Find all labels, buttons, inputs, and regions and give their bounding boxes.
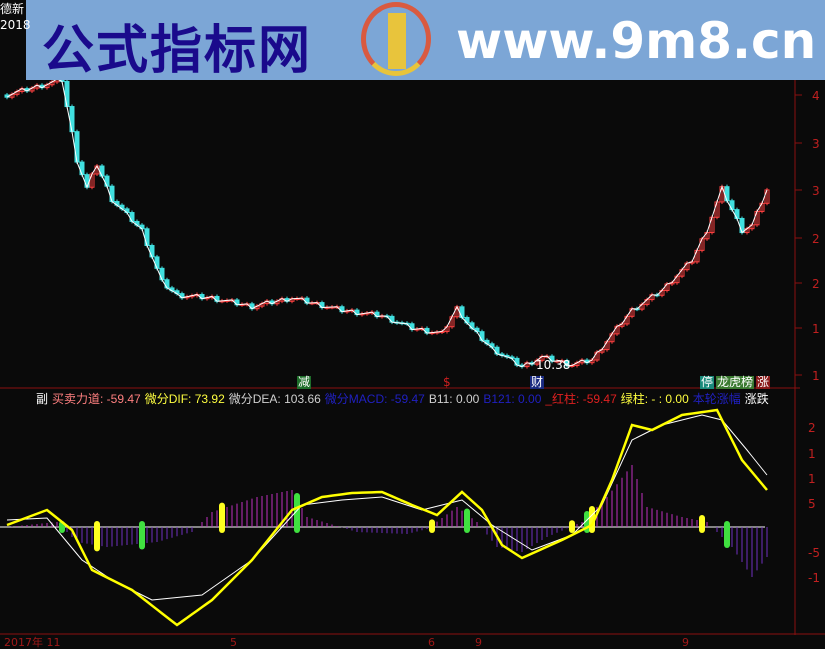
candle-down	[69, 106, 75, 133]
candle-down	[739, 217, 745, 234]
signal-marker	[724, 521, 730, 548]
price-tick-label: 3	[812, 184, 820, 198]
candle-down	[494, 346, 500, 355]
candle-down	[159, 267, 165, 281]
indicator-label: 绿柱: - : 0.00	[620, 392, 689, 406]
candle-down	[64, 80, 70, 108]
signal-marker	[294, 493, 300, 533]
event-tag[interactable]: 涨	[756, 375, 771, 389]
dea-line	[6, 414, 768, 601]
indicator-tick-label: -1	[808, 571, 820, 585]
candle-down	[109, 185, 115, 203]
signal-marker	[94, 521, 100, 552]
indicator-label: 涨跌	[744, 392, 769, 406]
candle-down	[104, 175, 110, 187]
stock-name: 德新	[0, 2, 25, 16]
candle-down	[149, 244, 155, 258]
date-tick-label: 5	[230, 636, 237, 649]
candle-down	[154, 256, 160, 269]
candle-down	[459, 306, 465, 318]
candle-down	[514, 357, 520, 366]
event-tag[interactable]: $	[443, 375, 451, 389]
low-price-marker: 10.38	[536, 358, 571, 372]
candle-down	[129, 212, 135, 222]
candle-down	[734, 209, 740, 219]
indicator-label: 本轮涨幅	[692, 392, 741, 406]
indicator-label: 副	[36, 392, 49, 406]
candle-down	[724, 186, 730, 202]
dif-line	[6, 408, 768, 627]
date-tick-label: 6	[428, 636, 435, 649]
price-tick-label: 2	[812, 277, 820, 291]
event-tag[interactable]: 减	[297, 375, 312, 389]
indicator-label: 买卖力道: -59.47	[52, 392, 141, 406]
date-tick-label: 9	[682, 636, 689, 649]
indicator-label-bar: 副买卖力道: -59.47 微分DIF: 73.92 微分DEA: 103.66 微分…	[36, 392, 825, 406]
logo-icon	[361, 2, 431, 76]
signal-marker	[569, 520, 575, 533]
candle-down	[729, 200, 735, 211]
event-tag[interactable]: 停	[700, 375, 715, 389]
banner-title: 公式指标网	[42, 21, 313, 81]
indicator-tick-label: 1	[808, 447, 816, 461]
indicator-label: 微分DEA: 103.66	[228, 392, 321, 406]
indicator-label: B11: 0.00	[428, 392, 480, 406]
price-tick-label: 1	[812, 369, 820, 383]
signal-marker	[699, 515, 705, 533]
event-tag[interactable]: 财	[530, 375, 545, 389]
indicator-tick-label: 1	[808, 472, 816, 486]
date-tick-label: 9	[475, 636, 482, 649]
indicator-label: 微分MACD: -59.47	[324, 392, 425, 406]
candle-down	[74, 131, 80, 163]
candle-down	[84, 174, 90, 188]
candle-down	[164, 279, 170, 289]
date-tick-label: 2017年 11	[4, 635, 61, 649]
signal-marker	[464, 508, 470, 533]
candle-down	[79, 161, 85, 176]
indicator-label: 微分DIF: 73.92	[144, 392, 225, 406]
price-line	[6, 78, 768, 368]
price-tick-label: 4	[812, 89, 820, 103]
event-tag[interactable]: 龙虎榜	[716, 375, 755, 389]
signal-marker	[139, 521, 145, 550]
price-tick-label: 3	[812, 137, 820, 151]
indicator-tick-label: -5	[808, 546, 820, 560]
indicator-tick-label: 5	[808, 497, 816, 511]
signal-marker	[429, 519, 435, 533]
watermark-banner: 公式指标网 www.9m8.cn	[26, 0, 825, 81]
indicator-label: _红柱: -59.47	[545, 392, 617, 406]
signal-marker	[219, 502, 225, 533]
indicator-tick-label: 2	[808, 421, 816, 435]
date-label: 2018	[0, 18, 31, 32]
indicator-label: B121: 0.00	[483, 392, 542, 406]
candle-down	[479, 331, 485, 341]
candle-down	[99, 165, 105, 177]
candle-down	[144, 228, 150, 246]
banner-url: www.9m8.cn	[456, 12, 817, 70]
price-tick-label: 2	[812, 232, 820, 246]
price-tick-label: 1	[812, 322, 820, 336]
